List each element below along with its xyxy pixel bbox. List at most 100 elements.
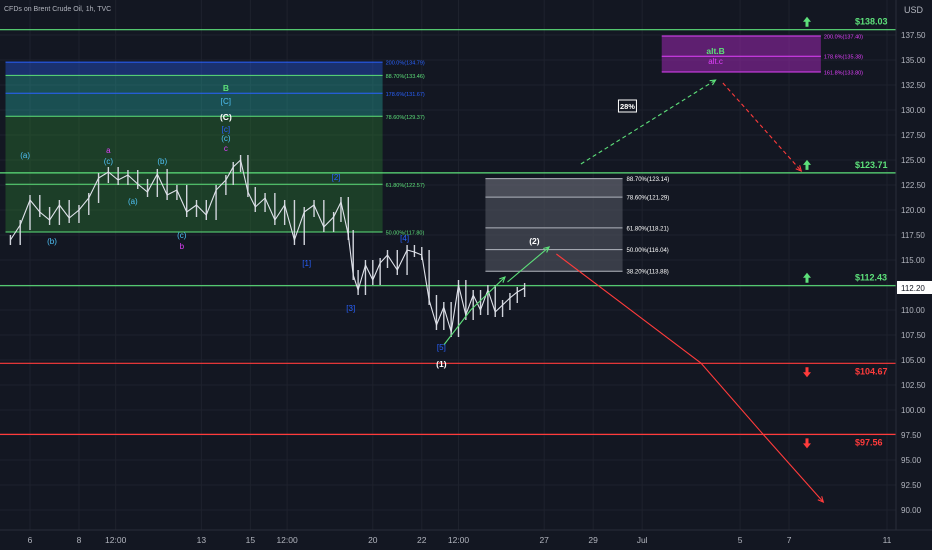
fib-band-grey-top	[485, 178, 623, 198]
fib-level-label: 78.60%(129.37)	[386, 115, 425, 121]
probability-badge-text: 28%	[620, 102, 635, 111]
price-tick-label: 125.00	[901, 156, 926, 165]
wave-label: [2]	[332, 173, 341, 182]
wave-label: b	[180, 242, 185, 251]
wave-label: B	[223, 83, 229, 93]
level-label: $112.43	[855, 273, 887, 283]
time-tick-label: Jul	[637, 535, 648, 545]
price-tick-label: 102.50	[901, 381, 926, 390]
price-tick-label: 100.00	[901, 406, 926, 415]
price-tick-label: 105.00	[901, 356, 926, 365]
wave-label: [3]	[346, 304, 355, 313]
time-tick-label: 5	[738, 535, 743, 545]
price-tick-label: 107.50	[901, 331, 926, 340]
last-price-tag	[897, 281, 932, 294]
projection-arrowhead	[543, 246, 551, 253]
wave-label: a	[106, 146, 111, 155]
fib-level-label: 78.60%(121.29)	[627, 196, 670, 202]
wave-label: (a)	[20, 151, 30, 160]
wave-label: (a)	[128, 197, 138, 206]
price-tick-label: 137.50	[901, 31, 926, 40]
price-axis-panel	[896, 0, 932, 550]
time-tick-label: 20	[368, 535, 378, 545]
fib-level-label: 178.6%(135.38)	[824, 55, 863, 61]
time-tick-label: 7	[787, 535, 792, 545]
wave-label: (b)	[47, 237, 57, 246]
fib-band-green	[5, 116, 383, 232]
wave-label: alt.B	[706, 46, 724, 56]
symbol-title: CFDs on Brent Crude Oil, 1h, TVC	[4, 6, 111, 13]
wave-label: [c]	[222, 125, 230, 134]
price-tick-label: 120.00	[901, 206, 926, 215]
projection-path	[580, 79, 716, 165]
price-tick-label: 92.50	[901, 481, 922, 490]
wave-label: c	[224, 144, 228, 153]
price-line	[9, 158, 525, 333]
price-tick-label: 117.50	[901, 231, 925, 240]
price-axis[interactable]: 90.00 92.50 95.00 97.50 100.00 102.50 105.00 10…	[895, 0, 932, 550]
wave-label: (c)	[104, 157, 114, 166]
fib-level-label: 50.00%(117.80)	[386, 231, 425, 237]
time-tick-label: 8	[77, 535, 82, 545]
arrow-up-icon	[803, 159, 811, 170]
price-tick-label: 122.50	[901, 181, 926, 190]
time-tick-label: 6	[28, 535, 33, 545]
projection-arrowhead	[817, 496, 825, 503]
fib-level-label: 88.70%(123.14)	[627, 177, 670, 183]
price-tick-label: 110.00	[901, 306, 925, 315]
arrow-up-icon	[803, 16, 811, 27]
currency-label: USD	[904, 5, 924, 15]
time-tick-label: 11	[883, 535, 892, 545]
fib-level-label: 61.80%(122.57)	[386, 183, 425, 189]
probability-badge	[617, 99, 637, 113]
arrow-up-icon	[803, 272, 811, 283]
price-tick-label: 130.00	[901, 106, 926, 115]
fib-band-purple	[661, 36, 821, 72]
wave-label: (c)	[221, 134, 231, 143]
time-tick-label: 22	[417, 535, 427, 545]
wave-label: (c)	[177, 231, 187, 240]
wave-label: (2)	[529, 236, 540, 246]
projection-path	[556, 253, 824, 503]
projection-path	[507, 246, 550, 283]
wave-label: [5]	[437, 343, 446, 352]
wave-label: (1)	[436, 359, 447, 369]
time-tick-label: 15	[246, 535, 256, 545]
projection-arrowhead	[499, 276, 506, 283]
fib-band-blue	[5, 62, 383, 76]
level-label: $104.67	[855, 366, 888, 376]
price-tick-label: 135.00	[901, 56, 926, 65]
fib-level-label: 200.0%(137.40)	[824, 35, 863, 41]
wave-label: (C)	[220, 112, 232, 122]
time-tick-label: 12:00	[448, 535, 470, 545]
price-tick-label: 115.00	[901, 256, 925, 265]
time-tick-label: 29	[588, 535, 598, 545]
level-label: $123.71	[855, 160, 888, 170]
wave-label: [C]	[221, 97, 231, 106]
fib-level-label: 50.00%(116.04)	[627, 248, 669, 254]
fib-level-label: 178.6%(131.67)	[386, 92, 425, 98]
fib-level-label: 38.20%(113.88)	[627, 270, 669, 276]
price-series	[9, 155, 526, 337]
time-axis[interactable]: 6 8 12:00 13 15 12:00 20 22 12:00 27 29 Jul 5 7 11	[0, 529, 932, 550]
wave-label: (b)	[157, 157, 167, 166]
fib-level-label: 200.0%(134.79)	[386, 61, 425, 67]
arrow-down-icon	[803, 367, 811, 378]
fib-band-grey	[485, 197, 623, 272]
time-tick-label: 27	[539, 535, 549, 545]
projection-arrows	[443, 79, 825, 503]
horizontal-levels: $138.03 $123.71 $112.43 $104.67 $97.56	[0, 16, 896, 449]
grid	[0, 0, 896, 530]
projection-path	[443, 276, 506, 346]
arrow-down-icon	[803, 438, 811, 449]
wave-label: [1]	[302, 259, 311, 268]
time-tick-label: 12:00	[276, 535, 298, 545]
wave-labels: (a)(b)(c)a(a)(b)(c)bB[C](C)[c](c)c[1][2]…	[20, 46, 725, 369]
fib-level-label: 88.70%(133.46)	[386, 74, 425, 80]
wave-label: alt.c	[708, 57, 723, 66]
time-axis-panel	[0, 530, 932, 550]
fib-level-label: 161.8%(133.80)	[824, 71, 863, 77]
projection-arrowhead	[795, 165, 803, 172]
